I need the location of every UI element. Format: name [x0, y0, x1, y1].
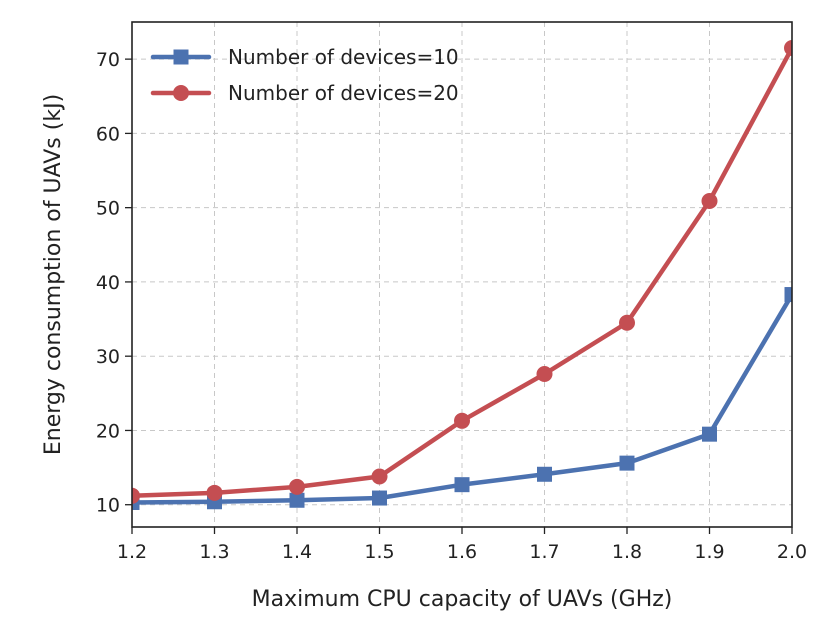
series-1-point — [454, 477, 470, 493]
series-1-point — [619, 455, 635, 471]
series-2 — [132, 39, 792, 504]
series-2-point — [784, 39, 792, 56]
x-tick-label: 2.0 — [777, 541, 807, 563]
x-tick-label: 1.6 — [447, 541, 477, 563]
y-tick-label: 40 — [96, 272, 120, 294]
x-tick-label: 1.4 — [282, 541, 312, 563]
legend-label: Number of devices=10 — [228, 45, 459, 69]
x-tick-label: 1.8 — [612, 541, 642, 563]
y-tick-label: 10 — [96, 495, 120, 517]
legend-item-2: Number of devices=20 — [150, 81, 459, 105]
y-tick-label: 50 — [96, 198, 120, 220]
y-axis-label: Energy consumption of UAVs (kJ) — [41, 94, 66, 455]
legend-item-1: Number of devices=10 — [150, 45, 459, 69]
legend-circle-marker — [173, 85, 189, 101]
x-axis-label: Maximum CPU capacity of UAVs (GHz) — [252, 587, 673, 612]
horizontal-grid-lines — [132, 58, 792, 506]
x-tick-label: 1.5 — [364, 541, 394, 563]
legend-label: Number of devices=20 — [228, 81, 459, 105]
y-tick-label: 70 — [96, 49, 120, 71]
series-2-point — [701, 192, 718, 209]
series-2-point — [289, 478, 305, 495]
x-tick-label: 1.3 — [199, 541, 229, 563]
x-tick-label: 1.7 — [529, 541, 559, 563]
y-tick-label: 30 — [96, 346, 120, 368]
y-tick-label: 20 — [96, 420, 120, 442]
series-2-point — [454, 412, 470, 429]
legend-square-marker — [173, 49, 189, 65]
series-2-point — [536, 366, 553, 383]
series-1-point — [784, 287, 792, 303]
x-tick-label: 1.2 — [117, 541, 147, 563]
series-2-point — [206, 484, 223, 501]
x-axis-ticks: 1.2 1.3 1.4 1.5 1.6 1.7 1.8 1.9 2.0 — [117, 527, 807, 563]
y-axis-ticks: 10 20 30 40 50 60 70 — [96, 49, 132, 517]
y-tick-label: 60 — [96, 123, 120, 145]
x-tick-label: 1.9 — [694, 541, 724, 563]
series-1-point — [289, 492, 305, 508]
series-1-line — [132, 292, 792, 505]
legend: Number of devices=10 Number of devices=20 — [150, 45, 459, 105]
series-2-point — [371, 468, 388, 485]
series-layer — [132, 39, 792, 510]
series-1-point — [372, 490, 387, 506]
series-1-point — [702, 426, 717, 442]
series-2-point — [132, 487, 140, 504]
series-2-point — [619, 314, 635, 331]
series-1-point — [537, 466, 552, 482]
